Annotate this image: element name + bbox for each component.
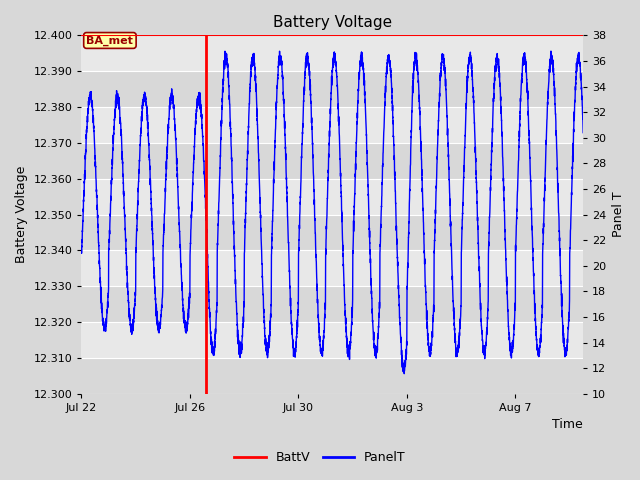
Bar <box>81 322 583 358</box>
X-axis label: Time: Time <box>552 419 583 432</box>
Bar <box>81 107 583 143</box>
Bar <box>81 215 583 251</box>
Bar <box>81 36 583 71</box>
Y-axis label: Battery Voltage: Battery Voltage <box>15 166 28 263</box>
Bar <box>81 71 583 107</box>
Bar <box>81 179 583 215</box>
Bar <box>81 251 583 286</box>
Bar <box>81 358 583 394</box>
Legend: BattV, PanelT: BattV, PanelT <box>229 446 411 469</box>
Y-axis label: Panel T: Panel T <box>612 192 625 238</box>
Title: Battery Voltage: Battery Voltage <box>273 15 392 30</box>
Bar <box>81 143 583 179</box>
Bar <box>81 286 583 322</box>
Text: BA_met: BA_met <box>86 36 133 46</box>
